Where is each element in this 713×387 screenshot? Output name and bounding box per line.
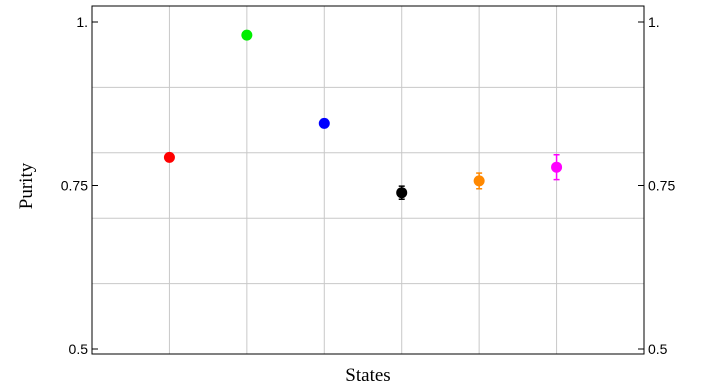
point-marker — [551, 161, 563, 173]
data-point-3 — [318, 117, 330, 129]
data-point-6 — [551, 154, 563, 181]
grid — [92, 6, 644, 354]
y-ticks: 0.5 0.5 0.75 0.75 1. 1. — [61, 14, 676, 357]
y-tick-label-right: 1. — [648, 14, 660, 30]
point-marker — [396, 187, 408, 199]
data-point-1 — [163, 151, 175, 163]
point-marker — [318, 117, 330, 129]
x-axis-label: States — [345, 365, 390, 386]
point-marker — [163, 151, 175, 163]
point-marker — [473, 175, 485, 187]
point-marker — [241, 29, 253, 41]
data-point-4 — [396, 185, 408, 200]
y-tick-label-right: 0.75 — [648, 178, 675, 194]
y-axis-label: Purity — [16, 162, 37, 209]
plot-frame — [91, 5, 645, 355]
y-tick-label-left: 1. — [76, 14, 88, 30]
y-tick-label-right: 0.5 — [648, 341, 668, 357]
y-tick-label-left: 0.5 — [69, 341, 89, 357]
y-tick-label-left: 0.75 — [61, 178, 88, 194]
data-point-5 — [473, 172, 485, 190]
data-points — [163, 29, 563, 200]
data-point-2 — [241, 29, 253, 41]
